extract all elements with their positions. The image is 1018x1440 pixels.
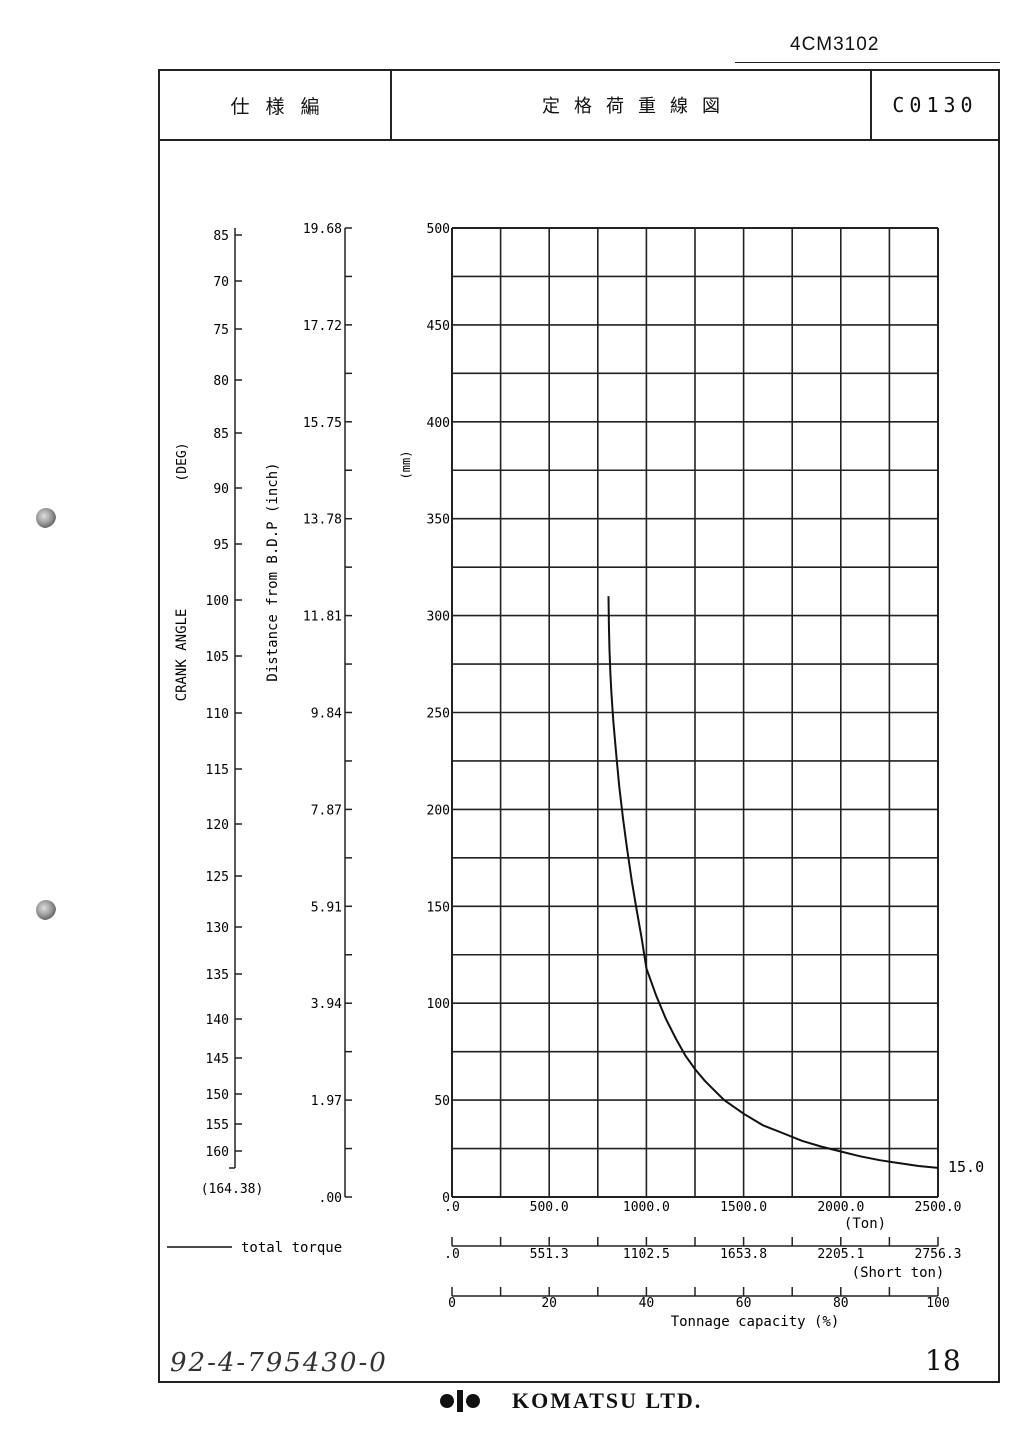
x-tick-label: 500.0 xyxy=(530,1200,569,1215)
short-ton-tick-label: .0 xyxy=(444,1247,460,1262)
crank-tick-label: 85 xyxy=(213,229,229,244)
x-axis-unit: (Ton) xyxy=(844,1216,886,1232)
crank-axis-label: CRANK ANGLE xyxy=(174,609,190,702)
inch-tick-label: 15.75 xyxy=(303,416,342,431)
header-code: C0130 xyxy=(892,93,978,117)
capacity-tick-label: 100 xyxy=(926,1296,949,1311)
footer: KOMATSU LTD. xyxy=(440,1386,702,1416)
inch-tick-label: .00 xyxy=(319,1191,342,1206)
short-ton-tick-label: 1653.8 xyxy=(720,1247,767,1262)
header-category: 仕様編 xyxy=(160,71,392,139)
crank-tick-label: 120 xyxy=(206,818,229,833)
inch-tick-label: 9.84 xyxy=(311,707,342,722)
punch-hole-icon xyxy=(36,900,56,920)
capacity-tick-label: 80 xyxy=(833,1296,849,1311)
company-name: KOMATSU LTD. xyxy=(512,1388,703,1413)
curve-end-label: 15.0 xyxy=(948,1158,984,1176)
crank-tick-label: 135 xyxy=(206,968,229,983)
capacity-tick-label: 60 xyxy=(736,1296,752,1311)
y-tick-label: 0 xyxy=(442,1191,450,1206)
legend-label: total torque xyxy=(241,1240,342,1256)
y-tick-label: 50 xyxy=(434,1094,450,1109)
x-tick-label: 2500.0 xyxy=(915,1200,962,1215)
inch-tick-label: 7.87 xyxy=(311,803,342,818)
crank-tick-label: 140 xyxy=(206,1013,229,1028)
y-tick-label: 400 xyxy=(427,416,450,431)
header-title: 定格荷重線図 xyxy=(392,71,872,139)
y-tick-label: 350 xyxy=(427,513,450,528)
inch-tick-label: 3.94 xyxy=(311,997,342,1012)
crank-tick-label: 125 xyxy=(206,870,229,885)
total-torque-curve xyxy=(607,596,939,1169)
y-axis-unit: (mm) xyxy=(399,451,413,480)
x-tick-label: 1000.0 xyxy=(623,1200,670,1215)
crank-tick-label: 100 xyxy=(206,594,229,609)
crank-tick-label: 75 xyxy=(213,323,229,338)
inch-tick-label: 1.97 xyxy=(311,1094,342,1109)
inch-tick-label: 11.81 xyxy=(303,610,342,625)
short-ton-tick-label: 2756.3 xyxy=(915,1247,962,1262)
y-tick-label: 300 xyxy=(427,610,450,625)
x-tick-label: 1500.0 xyxy=(720,1200,767,1215)
crank-tick-label: 105 xyxy=(206,650,229,665)
crank-tick-label: 160 xyxy=(206,1145,229,1160)
short-ton-tick-label: 2205.1 xyxy=(817,1247,864,1262)
y-tick-label: 500 xyxy=(427,222,450,237)
x-tick-label: 2000.0 xyxy=(817,1200,864,1215)
x-tick-label: .0 xyxy=(444,1200,460,1215)
capacity-tick-label: 40 xyxy=(639,1296,655,1311)
crank-tick-label: 155 xyxy=(206,1118,229,1133)
crank-tick-label: 110 xyxy=(206,707,229,722)
capacity-tick-label: 20 xyxy=(541,1296,557,1311)
komatsu-logo-icon xyxy=(440,1390,480,1412)
punch-hole-icon xyxy=(36,508,56,528)
crank-tick-label: 115 xyxy=(206,763,229,778)
handwritten-document-number: 92-4-795430-0 xyxy=(170,1348,388,1378)
inch-tick-label: 17.72 xyxy=(303,319,342,334)
inch-tick-label: 13.78 xyxy=(303,513,342,528)
inch-tick-label: 5.91 xyxy=(311,900,342,915)
reference-number: 4CM3102 xyxy=(790,34,880,55)
document-frame: 仕様編 定格荷重線図 C0130 xyxy=(158,69,1000,1383)
crank-tick-label: 70 xyxy=(213,275,229,290)
crank-bottom-label: (164.38) xyxy=(201,1182,264,1197)
inch-axis-label: Distance from B.D.P (inch) xyxy=(265,462,281,681)
y-tick-label: 100 xyxy=(427,997,450,1012)
crank-tick-label: 150 xyxy=(206,1088,229,1103)
reference-underline xyxy=(735,62,1000,63)
page-number: 18 xyxy=(925,1344,961,1377)
crank-tick-label: 90 xyxy=(213,482,229,497)
header-row: 仕様編 定格荷重線図 C0130 xyxy=(160,71,998,141)
short-ton-tick-label: 551.3 xyxy=(530,1247,569,1262)
inch-tick-label: 19.68 xyxy=(303,222,342,237)
capacity-tick-label: 0 xyxy=(448,1296,456,1311)
capacity-axis-label: Tonnage capacity (%) xyxy=(671,1314,840,1330)
crank-axis-unit: (DEG) xyxy=(175,442,190,481)
y-tick-label: 150 xyxy=(427,900,450,915)
crank-tick-label: 130 xyxy=(206,921,229,936)
short-ton-unit: (Short ton) xyxy=(852,1265,945,1281)
y-tick-label: 450 xyxy=(427,319,450,334)
crank-tick-label: 145 xyxy=(206,1052,229,1067)
y-tick-label: 200 xyxy=(427,803,450,818)
crank-tick-label: 95 xyxy=(213,538,229,553)
y-tick-label: 250 xyxy=(427,707,450,722)
short-ton-tick-label: 1102.5 xyxy=(623,1247,670,1262)
crank-tick-label: 80 xyxy=(213,374,229,389)
crank-tick-label: 85 xyxy=(213,427,229,442)
